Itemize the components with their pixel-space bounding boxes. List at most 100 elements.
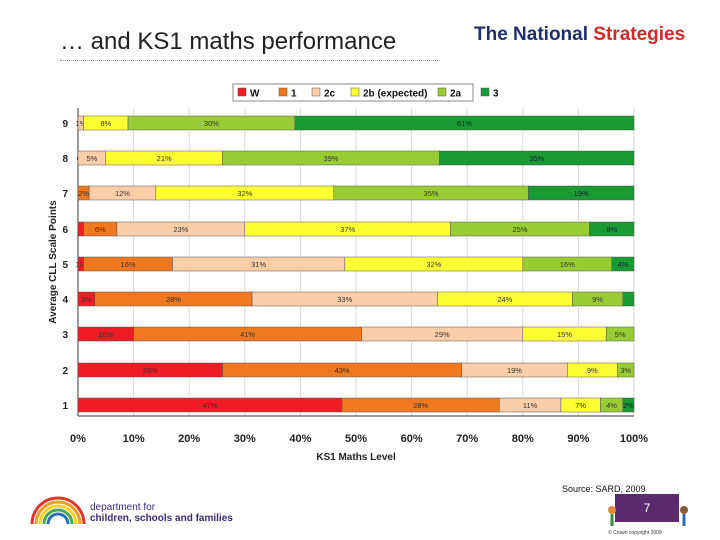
legend-swatch [311,87,321,97]
x-tick-label: 70% [456,433,478,445]
legend-swatch [437,87,447,97]
page-number-badge: 7 [615,494,679,522]
source-note: Source: SARD, 2009 [562,484,646,494]
y-tick-label: 8 [62,154,68,165]
x-tick-label: 60% [401,433,423,445]
dcsf-line1: department for [90,502,156,513]
bar-segment [611,256,635,272]
x-tick-label: 0% [70,433,86,445]
bar-data-label: 11% [523,401,538,410]
bar-data-label: 19% [507,366,522,375]
bar-data-label: 9% [587,366,598,375]
bar-data-label: 5% [86,154,97,163]
bar-data-label: 4% [617,260,628,269]
children-illustration-icon [608,506,688,526]
y-axis-title: Average CLL Scale Points [48,200,59,324]
bar-data-label: 31% [251,260,266,269]
bar-data-label: 1% [75,260,86,269]
stacked-bar-chart: 0% 10% 20% 30% 40% 50% 60% 70% 80% 90% 100% KS1 Mat… [48,83,648,463]
bar-data-label: 47% [202,401,217,410]
x-tick-label: 10% [123,433,145,445]
legend-swatch [278,87,288,97]
dcsf-logo-text: department for children, schools and fam… [90,502,233,524]
bar-data-label: 2% [78,189,89,198]
x-tick-label: 90% [567,433,589,445]
bar-data-label: 16% [121,260,136,269]
x-tick-label: 80% [512,433,534,445]
brand-text-part2: Strategies [593,24,686,45]
bar-data-label: 28% [166,295,181,304]
copyright-note: © Crown copyright 2009 [608,530,662,536]
bar-data-label: 1% [75,119,86,128]
bar-segment [622,397,635,413]
bar-data-label: 9% [592,295,603,304]
legend-swatch [480,87,490,97]
national-strategies-logo: The National Strategies [474,24,685,46]
bar-data-label: 23% [173,225,188,234]
bar-data-label: 4% [606,401,617,410]
bar-data-label: 30% [204,119,219,128]
bar-data-label: 8% [100,119,111,128]
legend-label: 2b (expected) [363,89,427,100]
slide-title: … and KS1 maths performance [60,28,397,55]
bar-data-label: 15% [557,330,572,339]
bar-segment [439,150,635,166]
y-tick-label: 7 [62,189,68,200]
legend-swatch [237,87,247,97]
bar-data-label: 2% [623,401,634,410]
legend-label: 3 [493,89,499,100]
legend-label: 1 [291,89,297,100]
bar-data-label: 35% [424,189,439,198]
bar-data-label: 28% [413,401,428,410]
bar-data-label: 29% [435,330,450,339]
bar-data-label: 10% [98,330,113,339]
bar-segment [617,362,635,378]
bar-data-label: 33% [337,295,352,304]
y-tick-label: 2 [62,366,68,377]
y-tick-label: 6 [62,225,68,236]
bar-segment [528,185,635,201]
bar-data-label: 25% [513,225,528,234]
x-tick-label: 100% [620,433,648,445]
legend-swatch [350,87,360,97]
y-tick-label: 4 [62,295,68,306]
x-tick-label: 20% [178,433,200,445]
bar-data-label: 7% [575,401,586,410]
bar-data-label: 32% [237,189,252,198]
bar-data-label: 24% [497,295,512,304]
bar-data-label: 8% [606,225,617,234]
bar-data-label: 61% [457,119,472,128]
bar-data-label: 35% [529,154,544,163]
bar-data-label: 3% [620,366,631,375]
x-tick-label: 30% [234,433,256,445]
brand-text-part1: The National [474,24,594,45]
y-tick-label: 1 [62,401,68,412]
y-tick-label: 5 [62,260,68,271]
bar-data-label: 5% [615,330,626,339]
dcsf-line2: children, schools and families [90,513,233,524]
legend-label: 2c [324,89,336,100]
bar-segment [77,221,84,237]
bar-data-label: 16% [560,260,575,269]
rainbow-logo-icon [30,496,86,525]
legend-label: W [250,89,260,100]
bar-data-label: 43% [335,366,350,375]
bar-data-label: 26% [143,366,158,375]
x-tick-label: 40% [289,433,311,445]
bar-segment [605,326,635,342]
bar-data-label: 6% [95,225,106,234]
y-tick-label: 3 [62,330,68,341]
x-tick-label: 50% [345,433,367,445]
title-divider [60,60,440,61]
y-tick-label: 9 [62,119,68,130]
bar-data-label: 39% [323,154,338,163]
bar-segment [622,291,635,307]
x-axis-title: KS1 Maths Level [316,452,396,463]
bar-data-label: 3% [81,295,92,304]
bar-data-label: 41% [240,330,255,339]
bar-data-label: 21% [157,154,172,163]
bar-data-label: 12% [115,189,130,198]
legend-label: 2a [450,89,462,100]
bar-segment [294,115,635,131]
bar-data-label: 37% [340,225,355,234]
